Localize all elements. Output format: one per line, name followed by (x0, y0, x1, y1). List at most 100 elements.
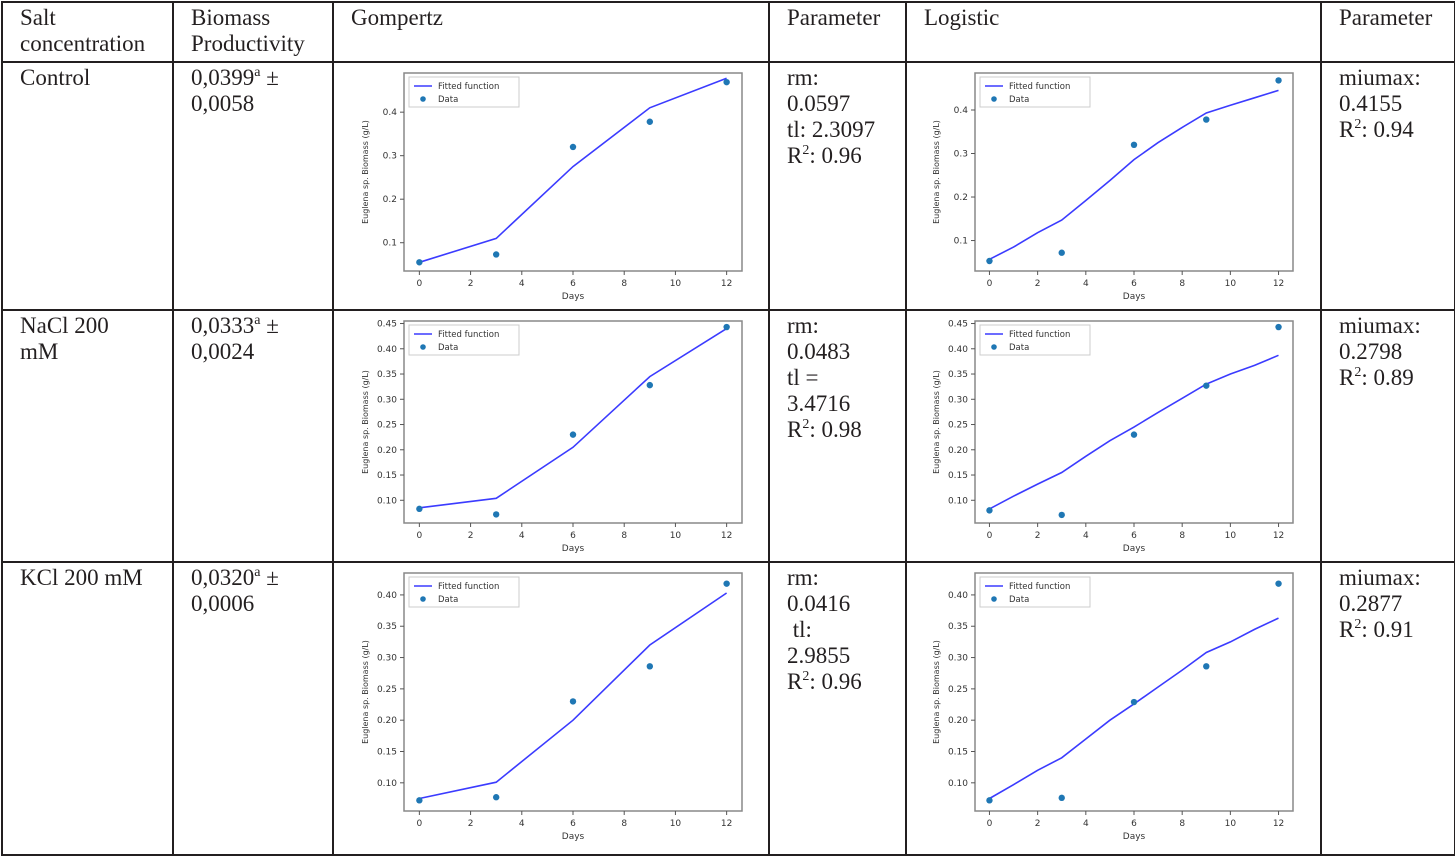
salt-cell: Control (1, 61, 174, 311)
data-point (492, 251, 500, 258)
x-tick-label: 8 (621, 531, 627, 541)
r2-separator: : (809, 669, 822, 694)
data-point (416, 505, 423, 513)
x-tick-label: 12 (721, 279, 732, 289)
data-point (723, 323, 730, 331)
productivity-value: 0,0399a ±0,0058 (191, 65, 332, 117)
x-tick-label: 8 (1179, 279, 1185, 289)
logistic-params: miumax: 0.4155 R2: 0.94 (1339, 65, 1454, 143)
table-row: KCl 200 mM 0,0320a ±0,0006 0 2 4 6 8 10 12 0.10… (1, 561, 1455, 856)
r2-superscript: 2 (802, 669, 810, 684)
y-tick-label: 0.20 (377, 716, 397, 726)
gompertz-params: rm: 0.0597 tl: 2.3097 R2: 0.96 (787, 65, 905, 169)
significance-letter: a (254, 565, 261, 580)
x-tick-label: 8 (621, 819, 627, 829)
legend-label-data: Data (1009, 595, 1029, 605)
gompertz-params-cell: rm: 0.0483 tl = 3.4716 R2: 0.98 (768, 309, 907, 563)
param-line: R2: 0.96 (787, 143, 905, 169)
param-text: 0.0416 (787, 591, 851, 616)
data-point (986, 507, 993, 514)
legend-point-swatch (420, 596, 426, 602)
r2-label: R (787, 143, 803, 168)
y-tick-label: 0.25 (377, 685, 397, 695)
chart-legend: Fitted function Data (408, 324, 520, 356)
param-line: miumax: (1339, 65, 1454, 91)
data-point (646, 118, 654, 125)
productivity-sd: 0,0006 (191, 591, 255, 616)
y-tick-label: 0.25 (948, 421, 968, 431)
param-line: R2: 0.98 (787, 417, 905, 443)
x-tick-label: 0 (416, 819, 422, 829)
param-line: R2: 0.96 (787, 669, 905, 695)
y-tick-label: 0.35 (377, 622, 397, 632)
data-point (569, 698, 577, 705)
data-point (1203, 382, 1210, 389)
r2-label: R (787, 417, 803, 442)
r2-label: R (787, 669, 803, 694)
legend-label-data: Data (438, 343, 458, 353)
param-text: rm: (787, 65, 819, 90)
x-tick-label: 10 (1225, 531, 1237, 541)
logistic-chart-cell: 0 2 4 6 8 10 12 0.10 0.15 0.20 0.25 0.30 0.35 0.40 Day… (905, 561, 1322, 856)
y-tick-label: 0.30 (948, 395, 968, 405)
x-tick-label: 12 (721, 819, 732, 829)
y-tick-label: 0.25 (377, 421, 397, 431)
r2-label: R (1339, 365, 1355, 390)
param-text: rm: (787, 313, 819, 338)
y-tick-label: 0.4 (954, 106, 969, 116)
data-point (986, 257, 993, 265)
r2-superscript: 2 (1354, 365, 1362, 380)
y-axis-label: Euglena sp. Biomass (g/L) (932, 120, 941, 224)
x-tick-label: 0 (987, 531, 993, 541)
x-tick-label: 12 (1273, 819, 1284, 829)
table-row: Control 0,0399a ±0,0058 0 2 4 6 8 10 12 0.1 0.2 0… (1, 61, 1455, 311)
productivity-cell: 0,0399a ±0,0058 (172, 61, 334, 311)
y-tick-label: 0.4 (383, 108, 398, 118)
y-tick-label: 0.15 (377, 748, 397, 758)
header-line: Salt (20, 5, 56, 30)
param-line: 0.0597 (787, 91, 905, 117)
param-text: tl = (787, 365, 819, 390)
fitted-function-line (419, 77, 727, 264)
y-tick-label: 0.35 (948, 622, 968, 632)
x-axis-label: Days (1123, 832, 1146, 842)
x-tick-label: 2 (468, 819, 474, 829)
productivity-mean-line: 0,0399a ± (191, 65, 332, 91)
logistic-chart-control: 0 2 4 6 8 10 12 0.1 0.2 0.3 0.4 Days Euglena sp. Bio… (932, 72, 1294, 302)
plot-area (403, 572, 743, 812)
logistic-chart-cell: 0 2 4 6 8 10 12 0.10 0.15 0.20 0.25 0.30 0.35 0.40 0.4… (905, 309, 1322, 563)
x-tick-label: 4 (519, 819, 525, 829)
r2-value: 0.96 (821, 669, 862, 694)
legend-label-fitted: Fitted function (438, 82, 499, 92)
data-point (1058, 794, 1065, 802)
x-tick-label: 2 (468, 279, 474, 289)
y-tick-label: 0.40 (948, 591, 968, 601)
y-tick-label: 0.30 (377, 654, 397, 664)
x-tick-label: 10 (670, 531, 682, 541)
header-logistic-parameter: Parameter (1320, 1, 1455, 63)
x-tick-label: 2 (1035, 819, 1041, 829)
fitted-function-line (989, 89, 1279, 261)
param-line: tl: 2.3097 (787, 117, 905, 143)
x-tick-label: 10 (670, 819, 682, 829)
y-tick-label: 0.45 (948, 320, 968, 330)
salt-label: KCl 200 mM (20, 565, 172, 591)
header-line: Productivity (191, 31, 305, 56)
x-axis-label: Days (562, 832, 585, 842)
header-line: Biomass (191, 5, 271, 30)
x-tick-label: 6 (1131, 819, 1137, 829)
param-line: rm: (787, 565, 905, 591)
param-text: miumax: (1339, 65, 1421, 90)
param-line: 2.9855 (787, 643, 905, 669)
param-line: rm: (787, 65, 905, 91)
x-axis-label: Days (1123, 292, 1146, 302)
param-line: 0.4155 (1339, 91, 1454, 117)
legend-point-swatch (991, 96, 997, 102)
r2-separator: : (809, 417, 822, 442)
productivity-cell: 0,0333a ±0,0024 (172, 309, 334, 563)
x-tick-label: 12 (1273, 279, 1284, 289)
y-tick-label: 0.30 (948, 654, 968, 664)
y-tick-label: 0.10 (377, 779, 397, 789)
chart-legend: Fitted function Data (979, 576, 1091, 608)
legend-label-fitted: Fitted function (438, 330, 499, 340)
